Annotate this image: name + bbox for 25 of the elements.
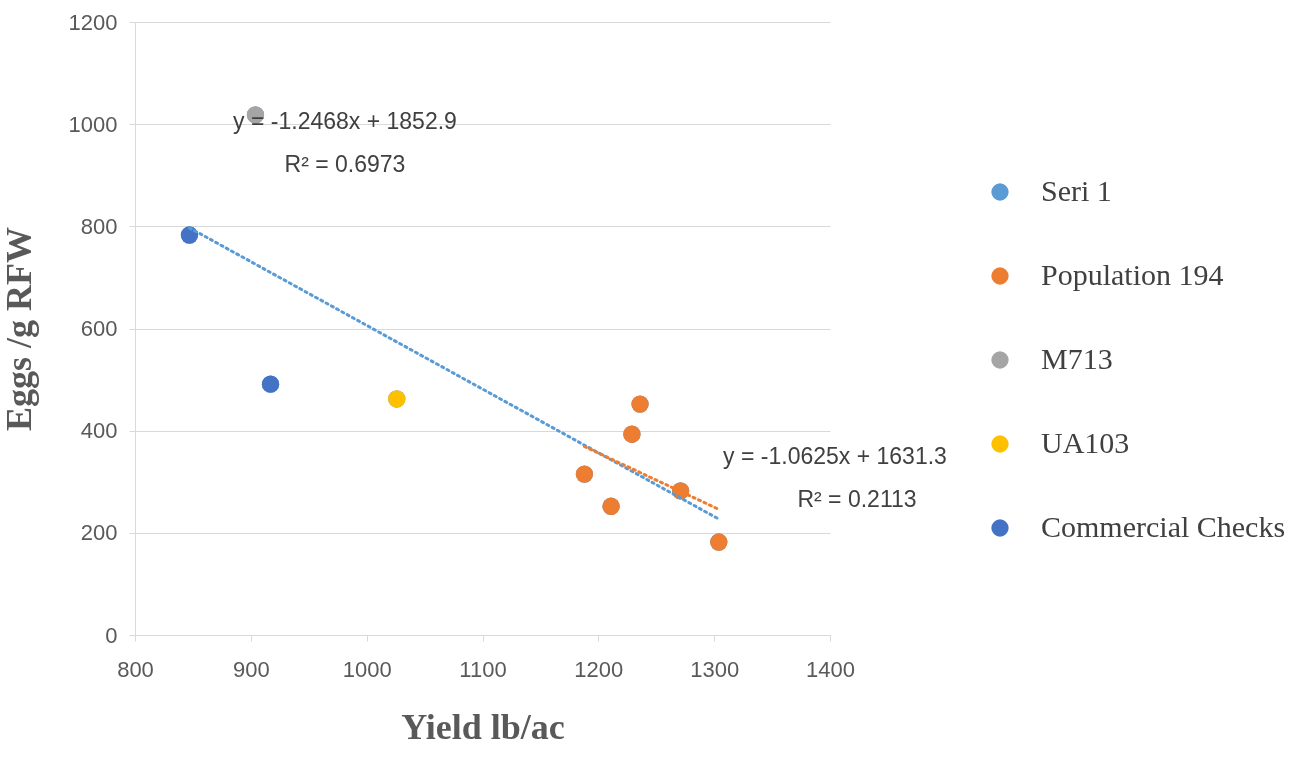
legend-label: Seri 1 bbox=[1041, 174, 1112, 207]
y-axis-title: Eggs /g RFW bbox=[0, 226, 39, 432]
annotation: R² = 0.2113 bbox=[797, 486, 917, 512]
legend-label: Population 194 bbox=[1041, 258, 1224, 291]
y-tick-label: 600 bbox=[80, 316, 118, 341]
legend-label: M713 bbox=[1041, 342, 1113, 375]
x-tick-label: 1100 bbox=[459, 656, 507, 682]
x-tick-label: 1200 bbox=[574, 656, 624, 682]
y-tick-label: 800 bbox=[80, 213, 118, 239]
y-tick-label: 400 bbox=[80, 418, 118, 444]
y-tick-label: 1000 bbox=[68, 111, 118, 137]
x-tick-label: 800 bbox=[117, 656, 154, 682]
y-tick-label: 0 bbox=[105, 622, 118, 648]
annotation: y = -1.0625x + 1631.3 bbox=[723, 443, 947, 469]
x-tick-label: 1300 bbox=[690, 656, 740, 682]
annotation: R² = 0.6973 bbox=[284, 151, 406, 177]
legend-label: UA103 bbox=[1041, 426, 1130, 459]
x-tick-label: 1400 bbox=[806, 656, 855, 682]
x-tick-label: 1000 bbox=[342, 656, 392, 682]
y-tick-label: 200 bbox=[80, 520, 118, 546]
y-tick-label: 1200 bbox=[68, 9, 118, 35]
legend-label: Commercial Checks bbox=[1041, 510, 1286, 543]
annotation: y = -1.2468x + 1852.9 bbox=[233, 108, 457, 134]
x-axis-title: Yield lb/ac bbox=[401, 706, 565, 747]
x-tick-label: 900 bbox=[232, 656, 270, 682]
